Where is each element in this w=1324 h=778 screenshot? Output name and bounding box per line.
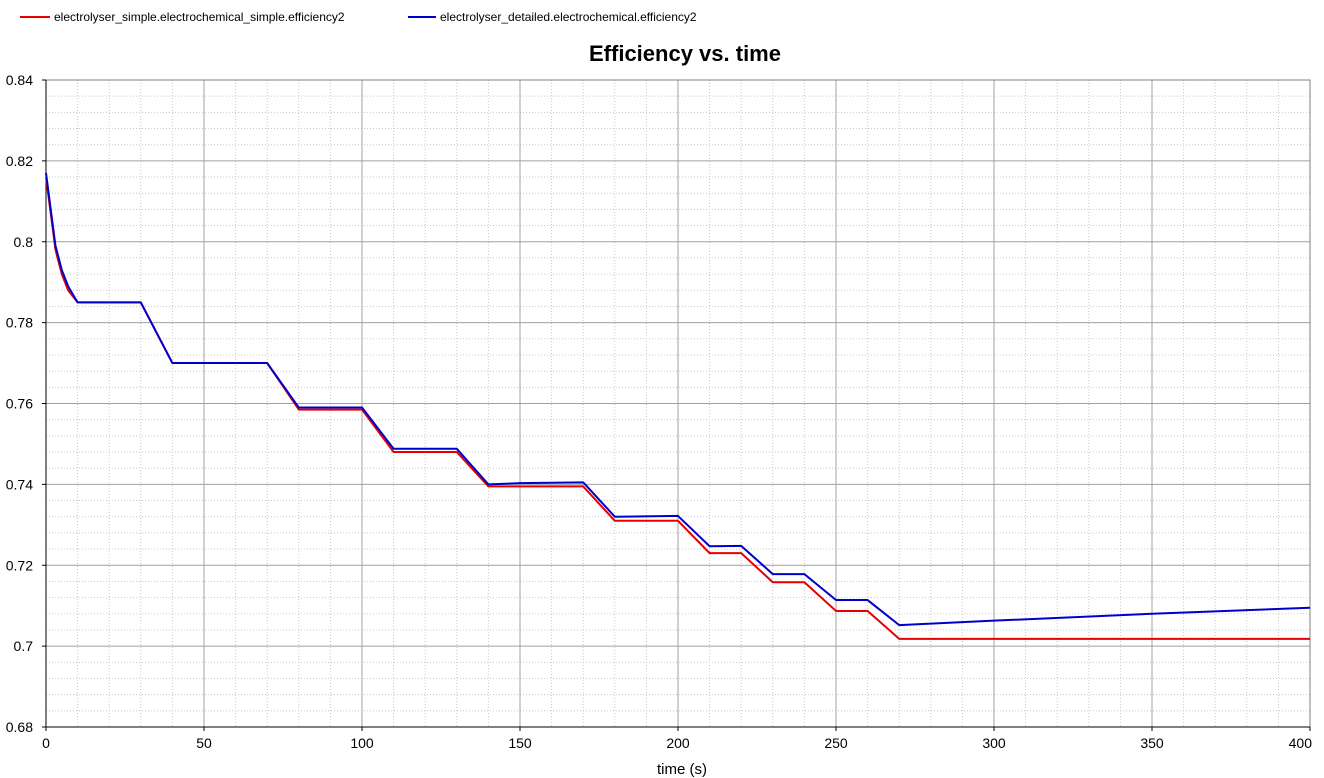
y-tick-label: 0.78 — [6, 315, 33, 331]
y-tick-label: 0.82 — [6, 153, 33, 169]
x-tick-label: 100 — [350, 735, 374, 751]
minor-grid — [46, 80, 1310, 727]
x-tick-label: 200 — [666, 735, 690, 751]
y-tick-label: 0.84 — [6, 72, 33, 88]
legend-entry-detailed[interactable]: electrolyser_detailed.electrochemical.ef… — [408, 10, 697, 24]
y-tick-label: 0.72 — [6, 557, 33, 573]
x-tick-label: 300 — [982, 735, 1006, 751]
x-tick-label: 250 — [824, 735, 848, 751]
y-tick-label: 0.8 — [14, 234, 34, 250]
y-tick-label: 0.7 — [14, 638, 34, 654]
legend-label-simple: electrolyser_simple.electrochemical_simp… — [54, 10, 345, 24]
y-tick-label: 0.76 — [6, 396, 33, 412]
series-line-detailed[interactable] — [45, 172, 1311, 627]
x-axis-label: time (s) — [657, 761, 707, 778]
plot-area[interactable] — [42, 79, 1311, 731]
chart-title: Efficiency vs. time — [589, 41, 781, 66]
x-tick-label: 0 — [42, 735, 50, 751]
major-grid — [45, 79, 1311, 728]
x-tick-label: 150 — [508, 735, 532, 751]
legend: electrolyser_simple.electrochemical_simp… — [20, 10, 697, 24]
legend-entry-simple[interactable]: electrolyser_simple.electrochemical_simp… — [20, 10, 345, 24]
series-line-simple[interactable] — [45, 176, 1310, 640]
x-tick-label: 350 — [1140, 735, 1164, 751]
x-tick-label: 50 — [196, 735, 212, 751]
y-tick-label: 0.68 — [6, 719, 33, 735]
y-tick-label: 0.74 — [6, 476, 33, 492]
legend-label-detailed: electrolyser_detailed.electrochemical.ef… — [440, 10, 697, 24]
x-tick-label: 400 — [1289, 735, 1313, 751]
